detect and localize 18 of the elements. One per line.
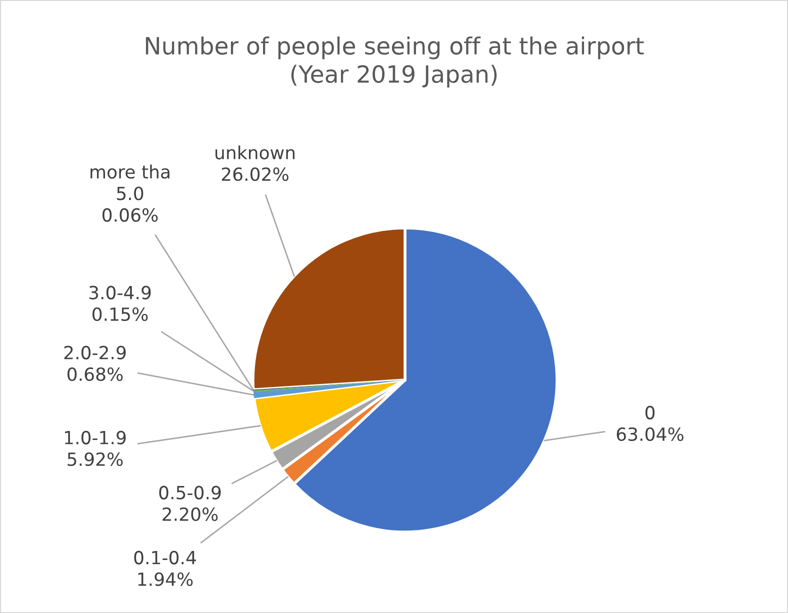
data-label: 0.68% bbox=[68, 367, 123, 382]
data-label: 63.04% bbox=[616, 427, 684, 442]
data-label: 26.02% bbox=[222, 167, 288, 182]
data-label: 0.06% bbox=[102, 208, 158, 222]
data-label: 5.92% bbox=[68, 452, 123, 466]
slice-label: 1.0-1.9 bbox=[65, 430, 126, 444]
chart-title: Number of people seeing off at the airport (Year 2019 Japan) bbox=[146, 36, 644, 88]
slice-label: 0.5-0.9 bbox=[159, 486, 221, 500]
slice-label: more tha 5.0 bbox=[90, 164, 170, 200]
pie-slice bbox=[253, 380, 405, 398]
data-label: 2.20% bbox=[162, 507, 218, 522]
slice-label: 3.0-4.9 bbox=[89, 286, 151, 300]
slice-label: unknown bbox=[216, 145, 294, 160]
slice-label: 0.1-0.4 bbox=[134, 550, 196, 564]
data-label: 0.15% bbox=[92, 307, 148, 322]
slice-label: 0 bbox=[645, 406, 655, 420]
data-label: 1.94% bbox=[138, 572, 193, 586]
slice-label: 2.0-2.9 bbox=[64, 346, 126, 360]
